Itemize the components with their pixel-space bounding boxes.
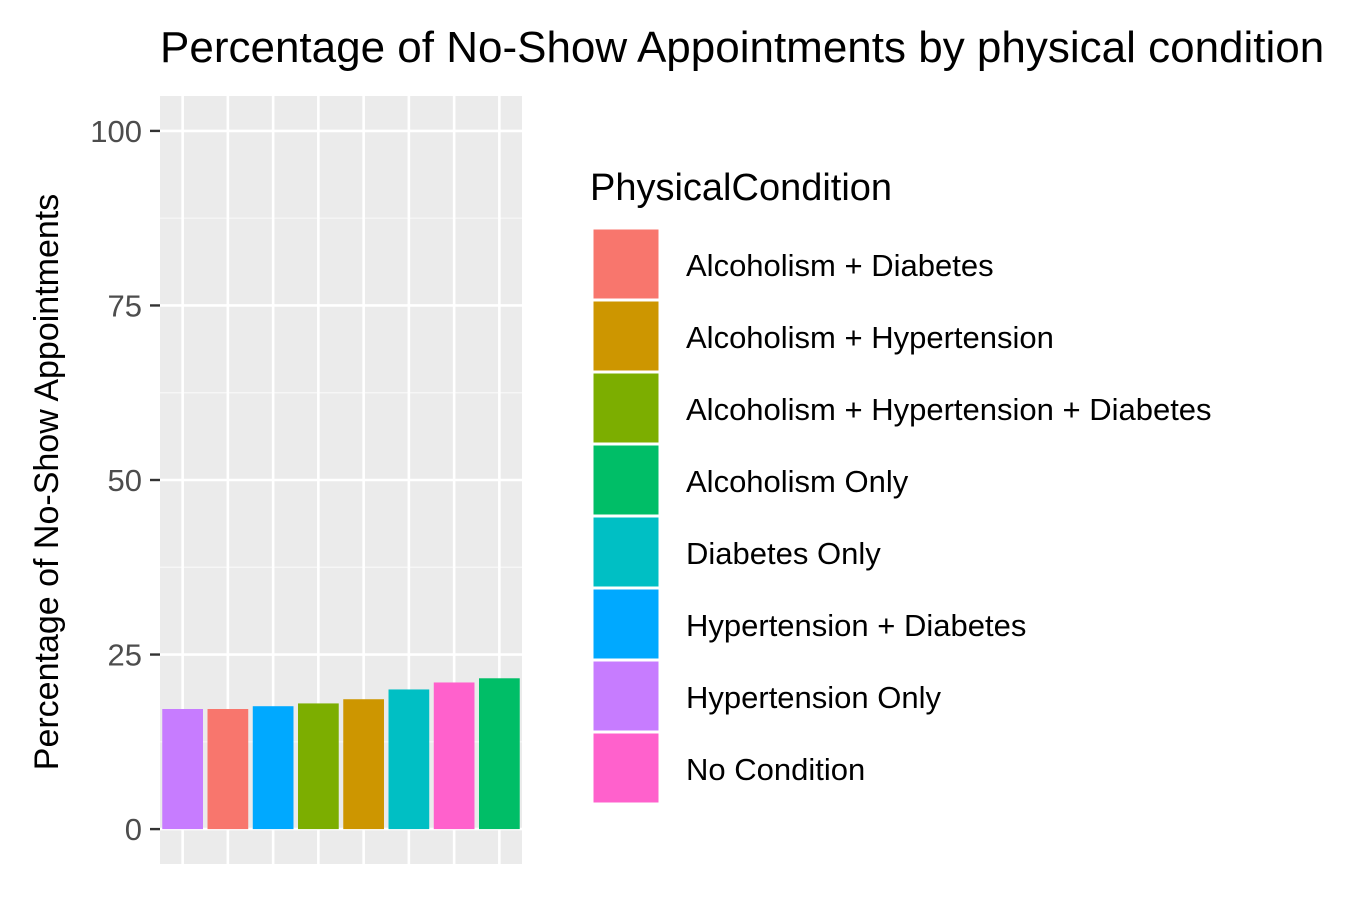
legend-label: No Condition (686, 752, 865, 787)
y-axis-label: Percentage of No-Show Appointments (28, 194, 66, 770)
y-tick-label: 0 (125, 812, 142, 847)
legend-label: Hypertension + Diabetes (686, 608, 1026, 643)
legend-key (590, 730, 662, 806)
bar (343, 699, 384, 830)
legend-key (590, 586, 662, 662)
legend-label: Alcoholism + Hypertension + Diabetes (686, 392, 1212, 427)
legend-title: PhysicalCondition (590, 167, 892, 209)
legend-key (590, 442, 662, 518)
legend-key (590, 370, 662, 446)
legend-label: Diabetes Only (686, 536, 881, 571)
bar (298, 703, 339, 830)
legend-label: Hypertension Only (686, 680, 942, 715)
bar (162, 709, 203, 830)
legend-key (590, 658, 662, 734)
legend: PhysicalCondition Alcoholism + Diabetes A… (590, 167, 1212, 806)
bar (479, 678, 520, 830)
y-axis: 0 25 50 75 100 (90, 114, 160, 847)
bars (162, 678, 520, 830)
legend-label: Alcoholism Only (686, 464, 909, 499)
bar (207, 709, 249, 830)
bar (252, 706, 294, 830)
y-tick-label: 50 (108, 463, 142, 498)
y-tick-label: 75 (108, 288, 142, 323)
legend-label: Alcoholism + Diabetes (686, 248, 994, 283)
legend-key (590, 514, 662, 590)
chart-title: Percentage of No-Show Appointments by ph… (160, 23, 1324, 72)
chart-title-group: Percentage of No-Show Appointments by ph… (160, 23, 1324, 72)
bar (433, 682, 475, 830)
legend-key (590, 226, 662, 302)
y-tick-label: 100 (90, 114, 142, 149)
legend-label: Alcoholism + Hypertension (686, 320, 1054, 355)
bar (388, 689, 430, 830)
y-tick-label: 25 (108, 638, 142, 673)
legend-key (590, 298, 662, 374)
